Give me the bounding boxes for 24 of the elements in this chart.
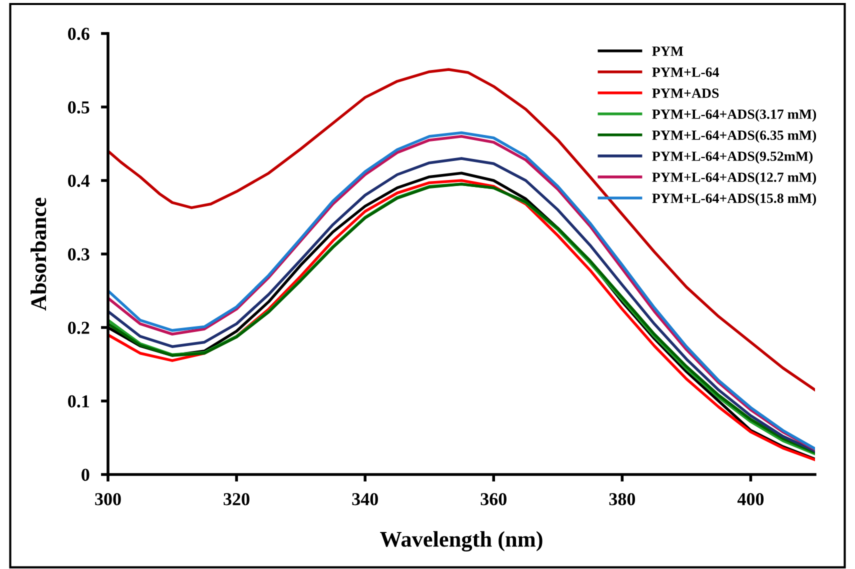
y-tick-label: 0.1 (68, 395, 90, 408)
y-tick-label: 0.6 (68, 28, 90, 40)
legend-label: PYM+L-64+ADS(12.7 mM) (652, 172, 816, 185)
x-tick-label: 360 (480, 493, 506, 506)
y-tick-label: 0.3 (68, 248, 90, 261)
x-axis-title: Wavelength (nm) (380, 531, 542, 552)
x-tick-label: 320 (224, 493, 250, 506)
legend-label: PYM (652, 46, 684, 56)
x-tick-label: 340 (352, 493, 378, 506)
x-tick-label: 380 (609, 493, 636, 506)
legend-label: PYM+L-64+ADS(3.17 mM) (652, 109, 816, 122)
x-tick-label: 300 (95, 493, 121, 506)
legend-label: PYM+ADS (652, 88, 719, 98)
legend-label: PYM+L-64+ADS(9.52mM) (652, 151, 813, 164)
y-axis-title: Absorbance (30, 198, 46, 311)
legend-label: PYM+L-64+ADS(6.35 mM) (652, 130, 816, 143)
legend-label: PYM+L-64+ADS(15.8 mM) (652, 193, 816, 206)
legend-label: PYM+L-64 (652, 68, 719, 77)
y-tick-label: 0.4 (68, 174, 90, 188)
line-series (108, 68, 815, 392)
x-tick-label: 400 (737, 493, 764, 506)
y-tick-label: 0.5 (68, 101, 90, 114)
y-tick-label: 0.2 (68, 322, 90, 334)
y-tick-label: 0 (82, 468, 90, 481)
